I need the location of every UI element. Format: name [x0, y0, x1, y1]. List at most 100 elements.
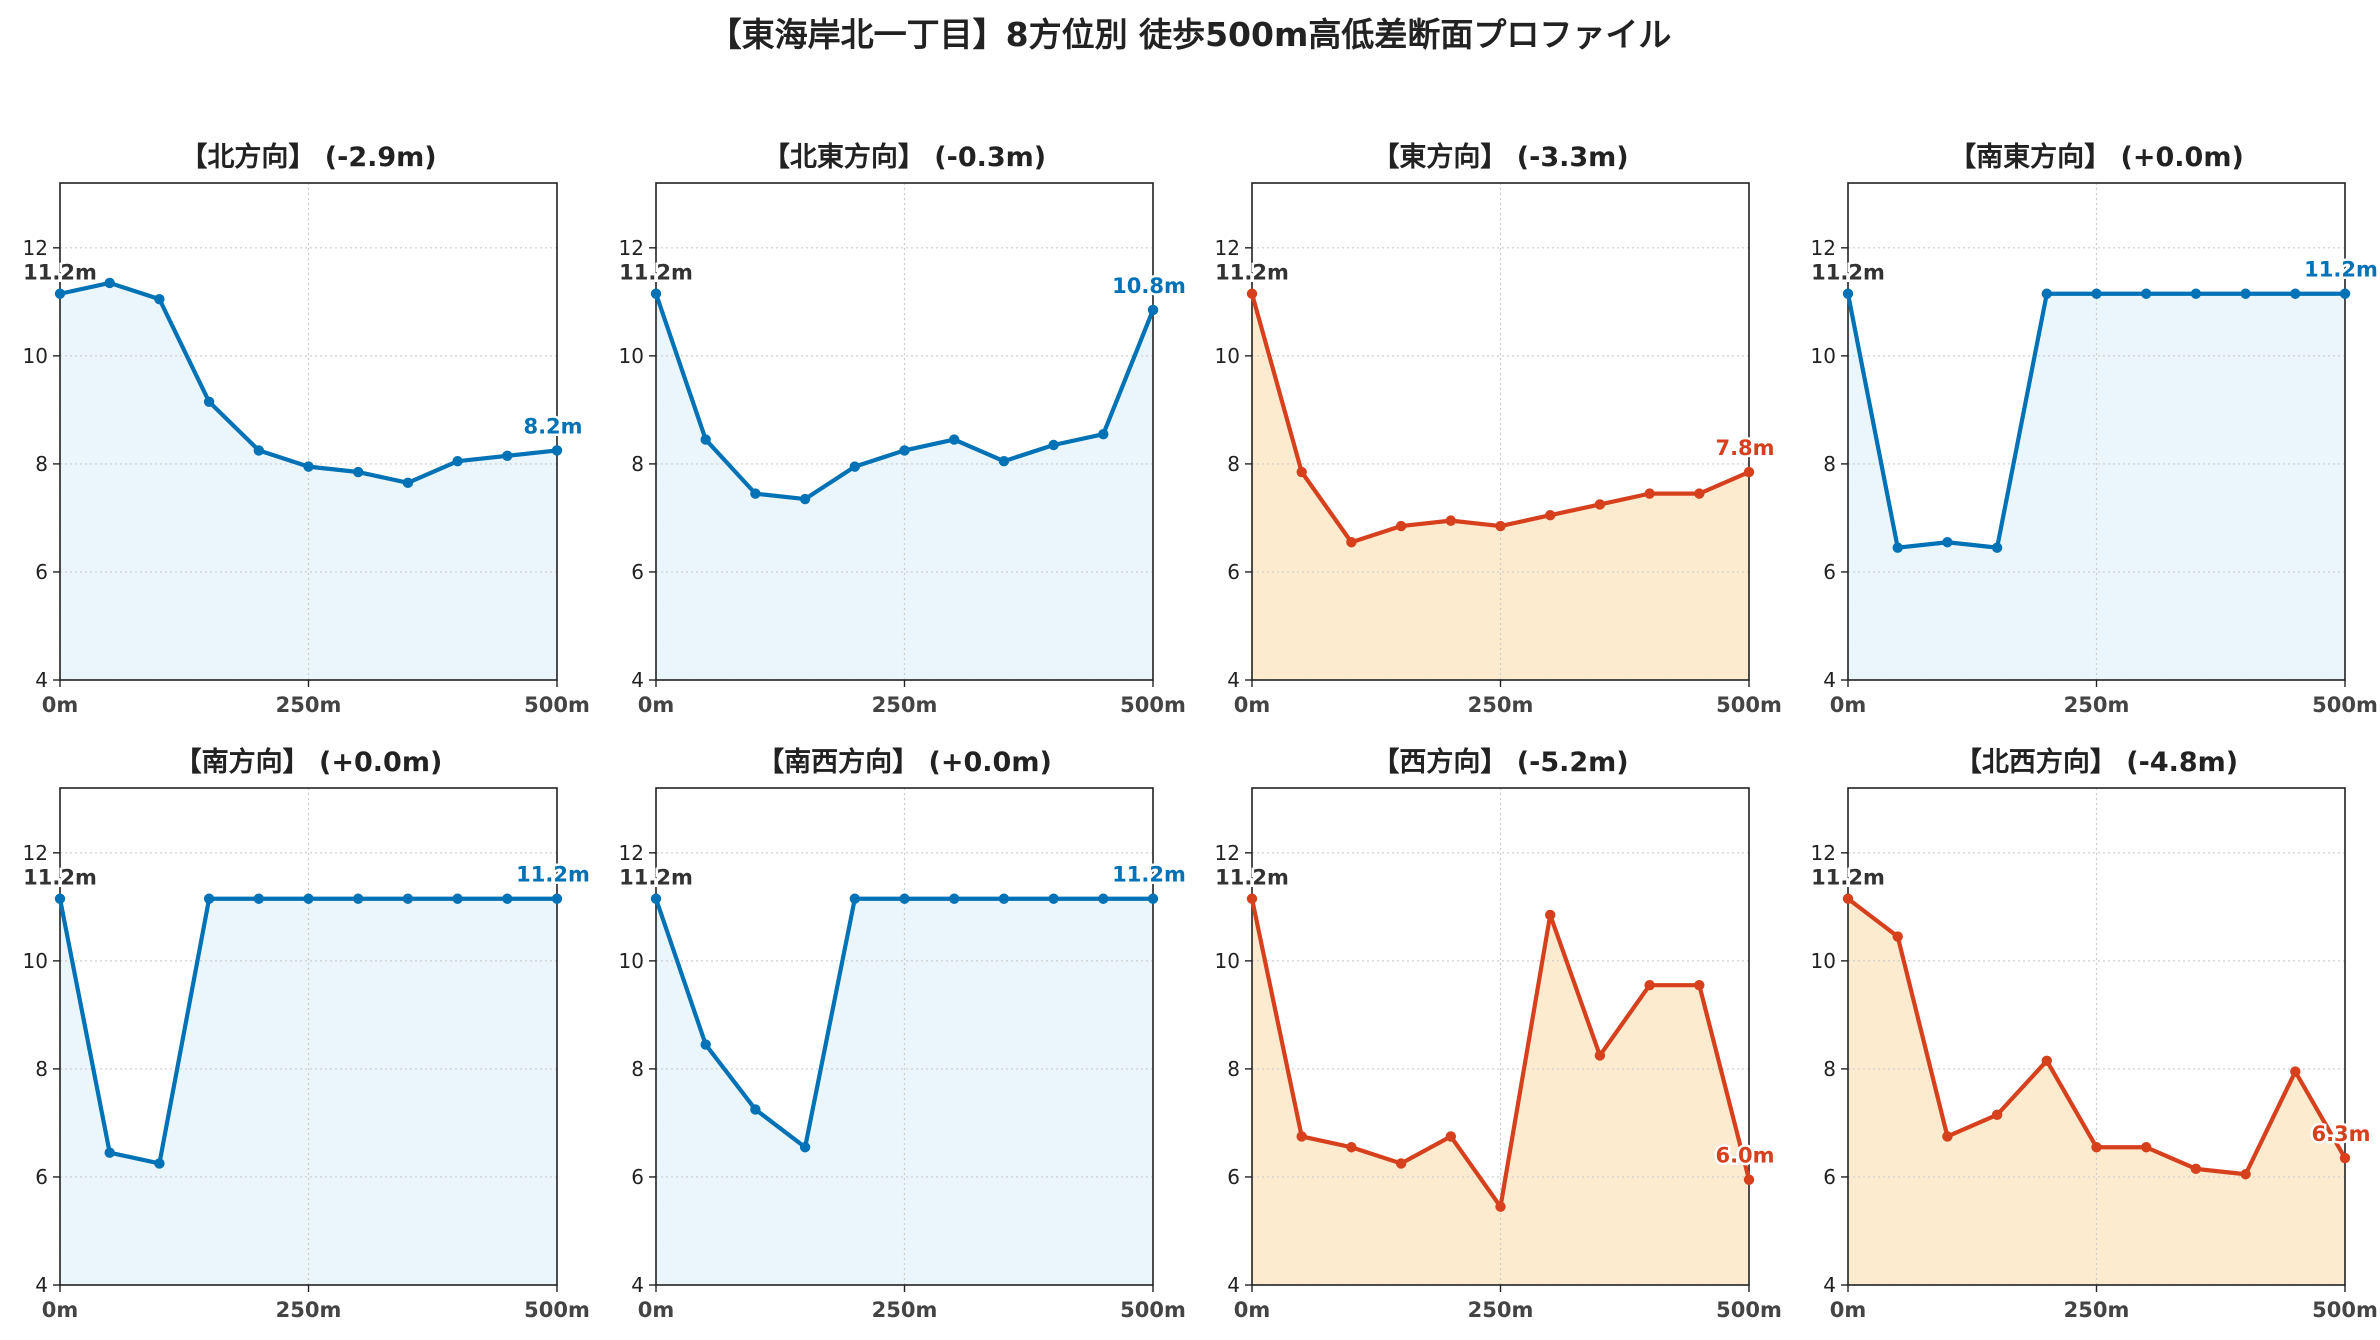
data-point	[2141, 1142, 2152, 1153]
data-point	[551, 893, 563, 904]
y-tick-label: 4	[631, 668, 644, 692]
data-point	[1048, 439, 1059, 451]
data-point	[402, 477, 414, 489]
y-tick-label: 12	[619, 236, 644, 260]
panel-title: 【西方向】 (-5.2m)	[1372, 746, 1628, 778]
y-tick-label: 4	[1823, 1273, 1836, 1297]
data-point	[253, 445, 264, 456]
data-point	[949, 893, 960, 904]
x-tick-label: 0m	[1234, 693, 1271, 717]
data-point	[899, 893, 910, 904]
x-tick-label: 500m	[1120, 1298, 1186, 1322]
data-point	[998, 456, 1010, 467]
start-value-label: 11.2m	[1215, 866, 1289, 890]
data-point	[849, 893, 860, 904]
y-tick-label: 6	[1227, 560, 1240, 584]
data-point	[353, 893, 364, 904]
x-tick-label: 250m	[276, 693, 342, 717]
data-point	[1246, 893, 1258, 904]
data-point	[303, 461, 314, 472]
y-tick-label: 12	[23, 236, 48, 260]
x-tick-label: 0m	[42, 1298, 79, 1322]
data-point	[2290, 288, 2301, 299]
y-tick-label: 4	[35, 668, 48, 692]
data-point	[2290, 1066, 2301, 1077]
data-point	[1743, 1174, 1755, 1185]
x-tick-label: 500m	[524, 693, 590, 717]
end-value-label: 11.2m	[1112, 863, 1186, 887]
start-value-label: 11.2m	[1811, 866, 1885, 890]
data-point	[353, 466, 364, 478]
data-point	[2041, 1055, 2052, 1067]
data-point	[1942, 537, 1953, 548]
y-tick-label: 8	[631, 452, 644, 476]
data-point	[700, 434, 711, 445]
y-tick-label: 10	[1811, 344, 1836, 368]
data-point	[1048, 893, 1059, 904]
data-point	[799, 493, 811, 505]
data-point	[1395, 1158, 1407, 1169]
data-point	[1495, 1201, 1506, 1212]
end-value-label: 8.2m	[523, 414, 582, 438]
data-point	[452, 893, 463, 904]
data-point	[1098, 429, 1109, 440]
data-point	[1098, 893, 1109, 904]
y-tick-label: 8	[1823, 1057, 1836, 1081]
y-tick-label: 8	[35, 452, 48, 476]
y-tick-label: 8	[1227, 452, 1240, 476]
data-point	[799, 1142, 811, 1153]
data-point	[154, 1158, 165, 1169]
area-fill	[656, 293, 1153, 680]
end-value-label: 6.0m	[1715, 1144, 1774, 1168]
data-point	[650, 288, 662, 299]
data-point	[998, 893, 1010, 904]
start-value-label: 11.2m	[23, 261, 97, 285]
data-point	[1445, 1131, 1457, 1142]
start-value-label: 11.2m	[1215, 261, 1289, 285]
data-point	[1246, 288, 1258, 299]
y-tick-label: 10	[23, 949, 48, 973]
y-tick-label: 6	[1227, 1165, 1240, 1189]
data-point	[253, 893, 264, 904]
start-value-label: 11.2m	[619, 866, 693, 890]
data-point	[154, 293, 165, 305]
x-tick-label: 0m	[1234, 1298, 1271, 1322]
x-tick-label: 250m	[872, 1298, 938, 1322]
y-tick-label: 10	[1215, 949, 1240, 973]
data-point	[2339, 288, 2351, 299]
y-tick-label: 12	[23, 841, 48, 865]
panel-title: 【南方向】 (+0.0m)	[175, 746, 443, 778]
area-fill	[60, 282, 557, 680]
data-point	[2339, 1152, 2351, 1164]
y-tick-label: 6	[631, 560, 644, 584]
data-point	[899, 445, 910, 456]
data-point	[104, 277, 115, 289]
data-point	[1694, 488, 1705, 499]
y-tick-label: 6	[35, 1165, 48, 1189]
x-tick-label: 0m	[638, 693, 675, 717]
data-point	[2190, 1163, 2202, 1175]
data-point	[1842, 288, 1854, 299]
data-point	[849, 461, 860, 472]
data-point	[203, 396, 215, 407]
data-point	[1942, 1131, 1953, 1142]
y-tick-label: 10	[1811, 949, 1836, 973]
x-tick-label: 0m	[638, 1298, 675, 1322]
y-tick-label: 6	[631, 1165, 644, 1189]
y-tick-label: 8	[1227, 1057, 1240, 1081]
panel-title: 【北西方向】 (-4.8m)	[1955, 746, 2238, 778]
data-point	[1892, 931, 1903, 942]
y-tick-label: 6	[35, 560, 48, 584]
data-point	[1991, 542, 2003, 553]
data-point	[750, 488, 761, 499]
y-tick-label: 10	[1215, 344, 1240, 368]
panel-title: 【北方向】 (-2.9m)	[180, 141, 436, 173]
